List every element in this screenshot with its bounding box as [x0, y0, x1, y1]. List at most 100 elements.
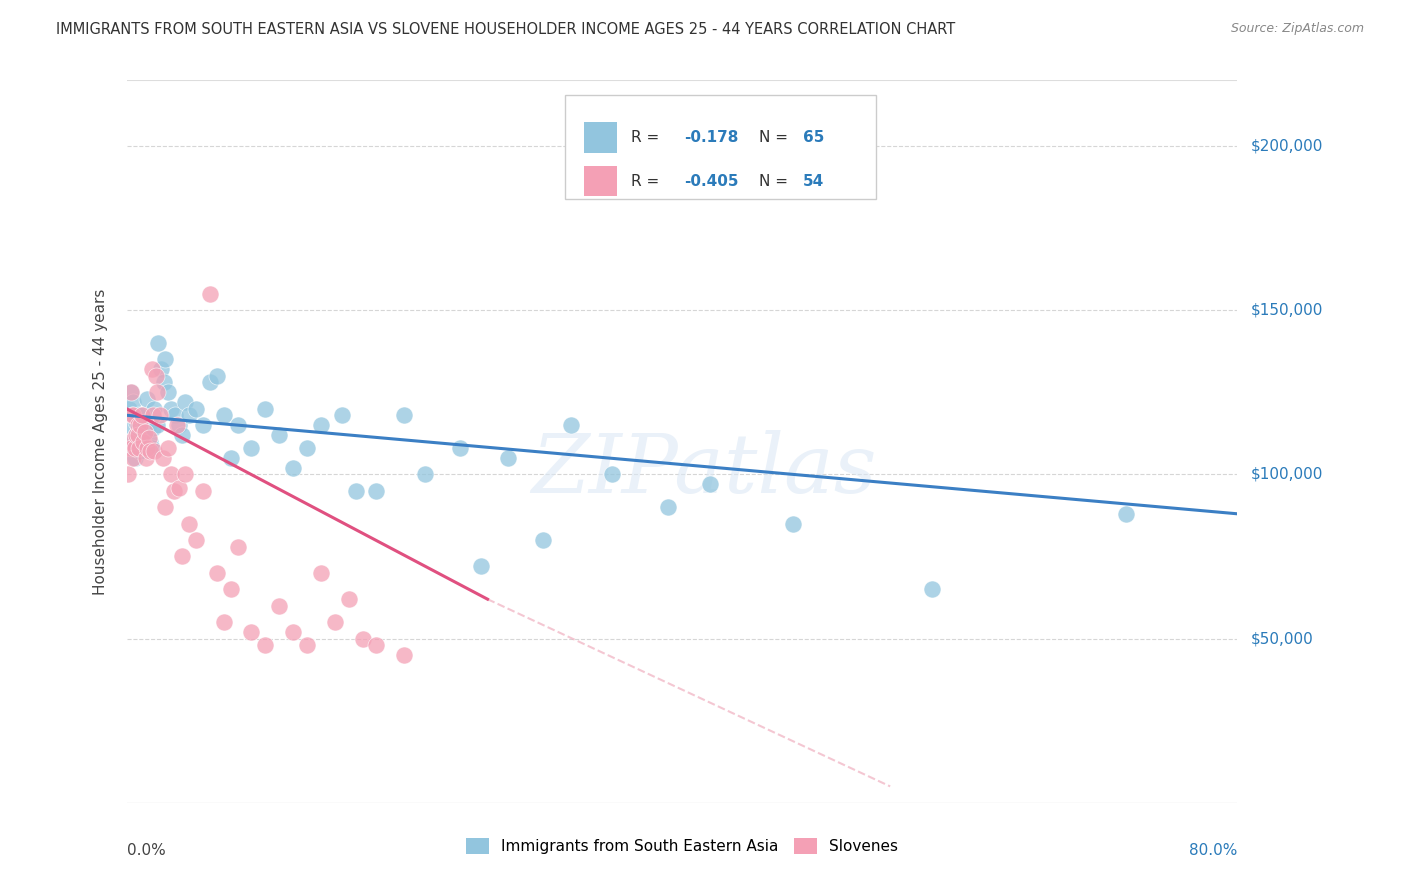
- Point: [281, 625, 304, 640]
- Point: [136, 392, 159, 406]
- Point: [163, 483, 186, 498]
- Text: -0.405: -0.405: [685, 174, 738, 189]
- Text: $100,000: $100,000: [1251, 467, 1323, 482]
- Point: [129, 444, 152, 458]
- Point: [219, 582, 242, 597]
- Text: 65: 65: [803, 130, 824, 145]
- Text: $200,000: $200,000: [1251, 138, 1323, 153]
- Point: [782, 516, 804, 531]
- Point: [172, 428, 194, 442]
- Point: [309, 566, 332, 580]
- Point: [138, 418, 160, 433]
- Point: [117, 418, 139, 433]
- Point: [124, 450, 146, 465]
- Point: [240, 441, 263, 455]
- Point: [394, 648, 416, 662]
- Point: [173, 467, 195, 482]
- Point: [142, 409, 165, 423]
- Point: [117, 467, 139, 482]
- Point: [120, 434, 142, 449]
- Point: [129, 425, 152, 439]
- Point: [160, 467, 183, 482]
- Point: [413, 467, 436, 482]
- Point: [269, 599, 291, 613]
- Point: [184, 533, 207, 547]
- Point: [141, 441, 163, 455]
- Point: [172, 549, 194, 564]
- Text: R =: R =: [631, 174, 664, 189]
- Point: [127, 418, 149, 433]
- Point: [135, 450, 157, 465]
- Text: -0.178: -0.178: [685, 130, 738, 145]
- Point: [134, 415, 156, 429]
- Point: [128, 441, 150, 455]
- Point: [602, 467, 624, 482]
- FancyBboxPatch shape: [565, 95, 876, 200]
- FancyBboxPatch shape: [583, 166, 617, 196]
- Point: [125, 428, 148, 442]
- Point: [449, 441, 471, 455]
- Point: [198, 286, 221, 301]
- Point: [254, 638, 277, 652]
- Point: [152, 450, 174, 465]
- Point: [337, 592, 360, 607]
- Point: [394, 409, 416, 423]
- Text: $50,000: $50,000: [1251, 632, 1315, 646]
- Point: [127, 409, 149, 423]
- Point: [155, 352, 177, 367]
- Text: N =: N =: [759, 130, 793, 145]
- Legend: Immigrants from South Eastern Asia, Slovenes: Immigrants from South Eastern Asia, Slov…: [460, 832, 904, 860]
- Point: [531, 533, 554, 547]
- Point: [177, 409, 200, 423]
- Point: [122, 395, 145, 409]
- Point: [352, 632, 374, 646]
- Point: [131, 409, 153, 423]
- Point: [212, 409, 235, 423]
- Point: [657, 500, 679, 515]
- Text: IMMIGRANTS FROM SOUTH EASTERN ASIA VS SLOVENE HOUSEHOLDER INCOME AGES 25 - 44 YE: IMMIGRANTS FROM SOUTH EASTERN ASIA VS SL…: [56, 22, 956, 37]
- Point: [295, 441, 318, 455]
- Point: [366, 483, 388, 498]
- Point: [344, 483, 367, 498]
- Point: [122, 450, 145, 465]
- Point: [330, 409, 353, 423]
- Point: [118, 434, 141, 449]
- Point: [122, 409, 145, 423]
- Point: [254, 401, 277, 416]
- Point: [148, 336, 170, 351]
- Point: [132, 434, 155, 449]
- Point: [157, 441, 180, 455]
- Point: [131, 409, 153, 423]
- Point: [1115, 507, 1137, 521]
- Point: [205, 368, 228, 383]
- Point: [212, 615, 235, 630]
- Point: [145, 368, 167, 383]
- Point: [125, 428, 148, 442]
- Point: [139, 444, 162, 458]
- Text: $150,000: $150,000: [1251, 302, 1323, 318]
- Point: [169, 481, 191, 495]
- Point: [155, 500, 177, 515]
- Point: [149, 409, 172, 423]
- Point: [143, 401, 166, 416]
- Point: [160, 401, 183, 416]
- Point: [139, 434, 162, 449]
- Point: [177, 516, 200, 531]
- Text: 54: 54: [803, 174, 824, 189]
- Point: [191, 418, 214, 433]
- Point: [128, 438, 150, 452]
- Point: [699, 477, 721, 491]
- Point: [166, 418, 188, 433]
- Point: [226, 540, 249, 554]
- Point: [173, 395, 195, 409]
- Point: [921, 582, 943, 597]
- Point: [169, 418, 191, 433]
- Point: [146, 385, 169, 400]
- Point: [138, 431, 160, 445]
- Text: N =: N =: [759, 174, 793, 189]
- Text: R =: R =: [631, 130, 664, 145]
- Point: [121, 409, 143, 423]
- Point: [150, 362, 173, 376]
- Point: [184, 401, 207, 416]
- Point: [118, 401, 141, 416]
